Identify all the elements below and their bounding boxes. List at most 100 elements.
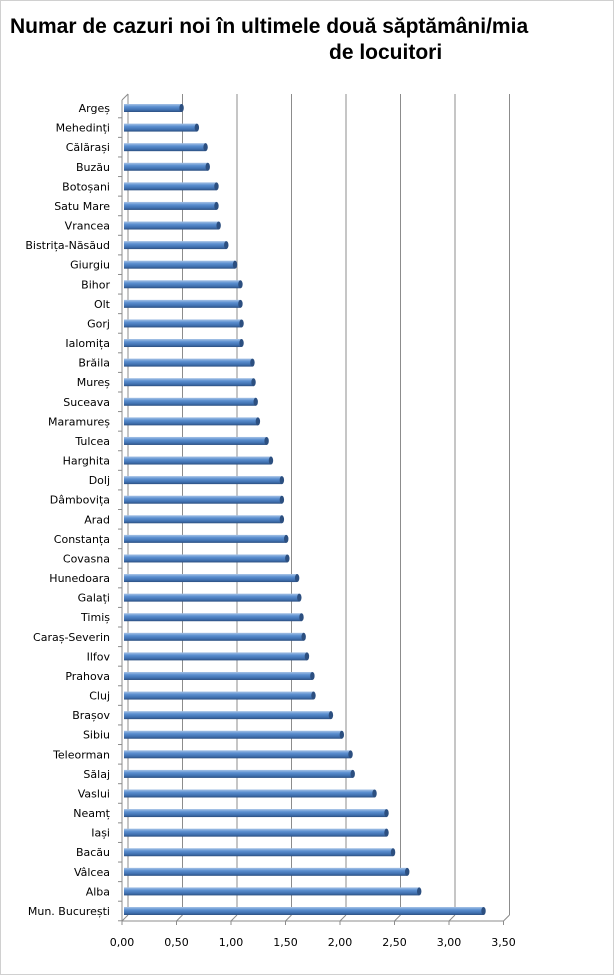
bar-cap bbox=[384, 809, 389, 818]
bar-cap bbox=[255, 417, 261, 426]
bar bbox=[124, 162, 208, 171]
category-label: Satu Mare bbox=[54, 200, 110, 213]
bar-cap bbox=[339, 730, 345, 739]
bar bbox=[124, 750, 351, 759]
bar bbox=[124, 280, 241, 289]
bar bbox=[124, 221, 219, 230]
chart-title-line1: Numar de cazuri noi în ultimele două săp… bbox=[10, 15, 529, 38]
bar-cap bbox=[239, 339, 244, 348]
category-label: Olt bbox=[94, 298, 111, 311]
category-label: Covasna bbox=[63, 552, 110, 565]
bar bbox=[124, 730, 342, 739]
bar-cap bbox=[417, 887, 422, 896]
category-label: Iași bbox=[91, 827, 110, 840]
category-label: Călărași bbox=[66, 141, 110, 154]
bar-cap bbox=[205, 162, 210, 171]
category-label: Sălaj bbox=[83, 768, 110, 781]
bar-cap bbox=[216, 221, 221, 230]
category-label: Argeș bbox=[79, 102, 111, 115]
bar-cap bbox=[179, 104, 184, 112]
bar-cap bbox=[350, 769, 355, 778]
bar bbox=[124, 574, 298, 583]
bar-cap bbox=[253, 397, 258, 406]
category-label: Ilfov bbox=[87, 650, 111, 663]
bar bbox=[124, 397, 256, 406]
bar-cap bbox=[390, 848, 396, 857]
category-label: Vâlcea bbox=[74, 866, 110, 879]
category-label: Alba bbox=[86, 885, 110, 898]
bar bbox=[124, 299, 241, 308]
bar-cap bbox=[194, 123, 200, 132]
category-label: Prahova bbox=[65, 670, 110, 683]
bar bbox=[124, 436, 267, 445]
category-label: Bihor bbox=[81, 278, 110, 291]
bar bbox=[124, 104, 182, 112]
bar-cap bbox=[238, 280, 243, 289]
category-label: Ialomița bbox=[65, 337, 110, 350]
category-label: Harghita bbox=[63, 455, 110, 468]
bar-cap bbox=[238, 299, 243, 308]
floor-gridline bbox=[394, 914, 401, 922]
category-label: Timiș bbox=[80, 611, 110, 624]
bar-cap bbox=[310, 671, 315, 680]
category-label: Buzău bbox=[76, 161, 110, 174]
bar bbox=[124, 554, 288, 563]
category-label: Brăila bbox=[78, 357, 110, 370]
category-label: Cluj bbox=[89, 690, 110, 703]
bar-cap bbox=[279, 515, 285, 524]
floor-gridline bbox=[339, 914, 347, 922]
bar bbox=[124, 417, 258, 426]
category-label: Brașov bbox=[72, 709, 110, 722]
bar-cap bbox=[405, 867, 410, 876]
category-label: Botoșani bbox=[62, 180, 110, 193]
bar bbox=[124, 671, 313, 680]
bar-cap bbox=[481, 907, 486, 915]
bar bbox=[124, 534, 287, 543]
category-label: Gorj bbox=[87, 317, 110, 330]
category-label: Sibiu bbox=[83, 729, 110, 742]
bar-cap bbox=[299, 613, 304, 622]
y-axis-top bbox=[121, 93, 129, 101]
floor-gridline bbox=[230, 914, 238, 922]
category-label: Suceava bbox=[63, 396, 110, 409]
bar bbox=[124, 593, 300, 602]
category-label: Tulcea bbox=[74, 435, 110, 448]
bar-cap bbox=[279, 476, 285, 485]
bar-cap bbox=[294, 574, 300, 583]
category-label: Vaslui bbox=[78, 787, 110, 800]
bar bbox=[124, 867, 408, 876]
bar-cap bbox=[268, 456, 274, 465]
x-tick-label: 0,00 bbox=[110, 936, 135, 949]
bar bbox=[124, 260, 235, 269]
bar-cap bbox=[214, 201, 219, 210]
bar bbox=[124, 241, 227, 250]
category-label: Dâmbovița bbox=[50, 494, 110, 507]
x-tick-label: 2,50 bbox=[382, 936, 407, 949]
category-label: Mun. București bbox=[28, 905, 110, 918]
category-label: Neamț bbox=[73, 807, 110, 820]
bar bbox=[124, 907, 484, 915]
x-tick-label: 0,50 bbox=[164, 936, 189, 949]
bar bbox=[124, 711, 331, 720]
bar-cap bbox=[232, 260, 238, 269]
x-tick-label: 3,50 bbox=[491, 936, 516, 949]
bar bbox=[124, 319, 242, 328]
x-tick-label: 3,00 bbox=[437, 936, 462, 949]
bar-cap bbox=[279, 495, 285, 504]
category-label: Giurgiu bbox=[70, 259, 110, 272]
bar-cap bbox=[224, 241, 229, 250]
bar bbox=[124, 182, 217, 191]
category-label: Dolj bbox=[89, 474, 110, 487]
category-label: Teleorman bbox=[52, 748, 110, 761]
category-label: Constanța bbox=[54, 533, 110, 546]
chart-title-line2: de locuitori bbox=[329, 41, 443, 64]
bar bbox=[124, 828, 387, 837]
category-label: Arad bbox=[84, 513, 110, 526]
bar bbox=[124, 339, 242, 348]
bar bbox=[124, 613, 302, 622]
floor-gridline bbox=[285, 914, 292, 922]
category-label: Vrancea bbox=[65, 220, 110, 233]
bar bbox=[124, 691, 314, 700]
floor-gridline bbox=[448, 914, 456, 922]
